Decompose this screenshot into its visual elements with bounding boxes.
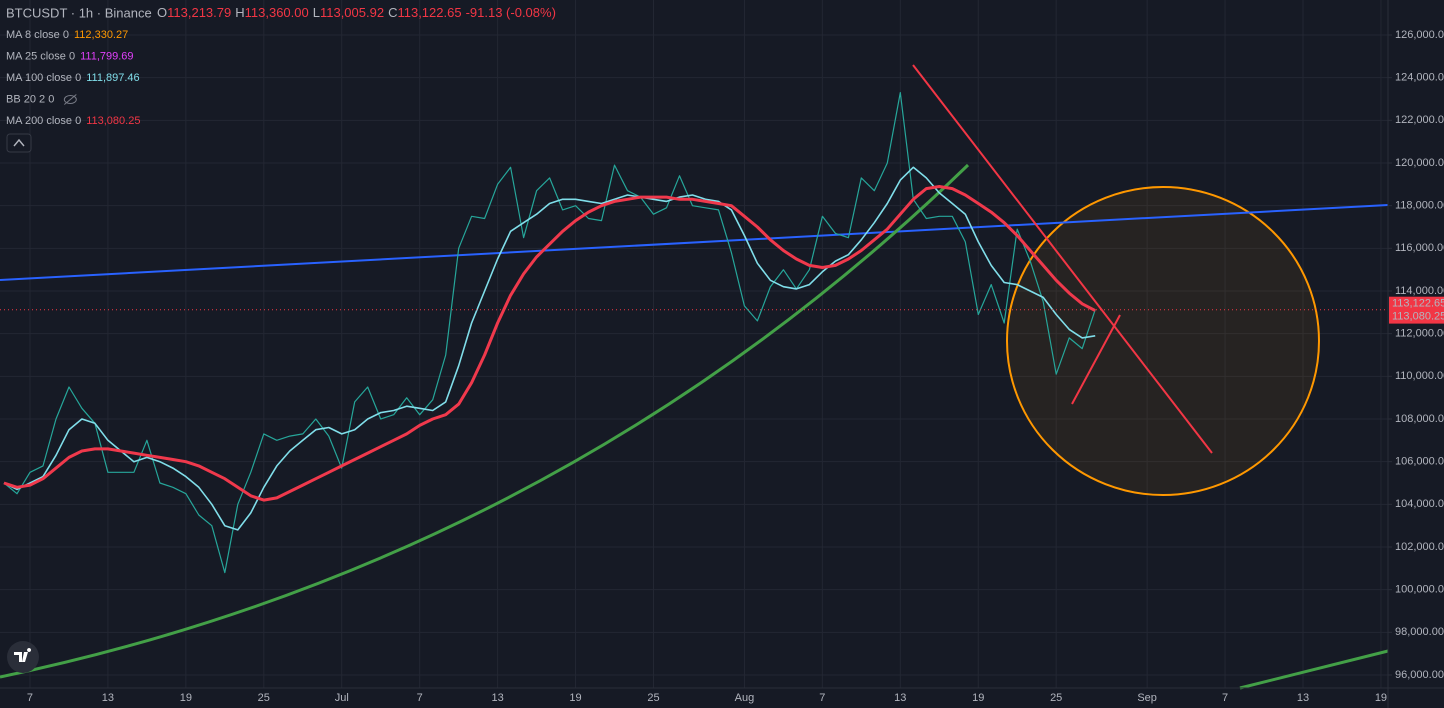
x-tick-label: 7 xyxy=(1222,692,1228,704)
curve-drawing xyxy=(0,163,970,679)
y-tick-label: 114,000.00 xyxy=(1395,285,1444,297)
change: -91.13 (-0.08%) xyxy=(466,5,556,20)
y-tick-label: 116,000.00 xyxy=(1395,242,1444,254)
chevron-icon xyxy=(13,138,25,147)
x-tick-label: 13 xyxy=(491,692,503,704)
y-tick-label: 126,000.00 xyxy=(1395,29,1444,41)
legend-entry: BB 20 2 0 xyxy=(6,93,54,105)
symbol: BTCUSDT · 1h · Binance xyxy=(6,5,152,20)
y-tick-label: 102,000.00 xyxy=(1395,541,1444,553)
axes: 96,000.00 98,000.00 100,000.00 102,000.00 10… xyxy=(27,29,1444,704)
x-tick-label: 13 xyxy=(1297,692,1309,704)
y-tick-label: 124,000.00 xyxy=(1395,72,1444,84)
y-tick-label: 108,000.00 xyxy=(1395,413,1444,425)
price-label: 113,122.65 xyxy=(1392,298,1444,310)
y-tick-label: 96,000.00 xyxy=(1395,669,1444,681)
ohlc-value: 113,122.65 xyxy=(397,5,461,20)
plot xyxy=(0,92,1388,574)
y-tick-label: 122,000.00 xyxy=(1395,114,1444,126)
ohlc-key: C xyxy=(388,5,397,20)
x-tick-label: 7 xyxy=(819,692,825,704)
x-tick-label: 19 xyxy=(972,692,984,704)
ohlc-value: 113,360.00 xyxy=(245,5,309,20)
y-tick-label: 120,000.00 xyxy=(1395,157,1444,169)
x-tick-label: 25 xyxy=(1050,692,1062,704)
circle-drawing xyxy=(1006,186,1320,496)
button-frame[interactable] xyxy=(6,133,32,153)
x-tick-label: 19 xyxy=(180,692,192,704)
ohlc-key: H xyxy=(235,5,244,20)
logo-mark xyxy=(14,648,32,662)
trend-line xyxy=(0,204,1389,281)
hidden-icon xyxy=(63,95,77,104)
legend-entry: MA 100 close 0 111,897.46 xyxy=(6,72,140,84)
y-tick-label: 112,000.00 xyxy=(1395,328,1444,340)
logo xyxy=(7,641,39,673)
x-tick-label: 25 xyxy=(258,692,270,704)
legend-entry: MA 200 close 0 113,080.25 xyxy=(6,115,140,127)
y-tick-label: 104,000.00 xyxy=(1395,498,1444,510)
trend-line xyxy=(912,64,1213,454)
x-tick-label: 13 xyxy=(102,692,114,704)
x-tick-label: 19 xyxy=(1375,692,1387,704)
legend-entry: MA 25 close 0 111,799.69 xyxy=(6,50,134,62)
price-label: 113,080.25 xyxy=(1392,311,1444,323)
price-label-bg xyxy=(1389,296,1444,311)
series-line xyxy=(3,185,1096,502)
x-tick-label: 19 xyxy=(569,692,581,704)
trend-line xyxy=(1071,314,1121,405)
price-axis xyxy=(1388,0,1444,708)
x-tick-label: Jul xyxy=(335,692,349,704)
legend-label: MA 200 close 0 xyxy=(6,115,81,127)
legend-label: MA 25 close 0 xyxy=(6,50,75,62)
x-tick-label: 25 xyxy=(647,692,659,704)
ohlc-key: O xyxy=(157,5,167,20)
x-tick-label: Sep xyxy=(1137,692,1157,704)
header: BTCUSDT · 1h · Binance O113,213.79 H113,3… xyxy=(6,5,556,20)
hidden-icon xyxy=(64,94,77,105)
collapse-button[interactable] xyxy=(6,133,32,153)
legend-value: 112,330.27 xyxy=(74,29,128,41)
legend-label: BB 20 2 0 xyxy=(6,93,54,105)
legend-entry: MA 8 close 0 112,330.27 xyxy=(6,29,128,41)
grid xyxy=(0,0,1388,688)
y-tick-label: 106,000.00 xyxy=(1395,456,1444,468)
curve-drawing xyxy=(1239,649,1389,690)
series-line xyxy=(3,166,1096,531)
legend-label: MA 100 close 0 xyxy=(6,72,81,84)
legend-value: 113,080.25 xyxy=(86,115,140,127)
legend-value: 111,799.69 xyxy=(80,50,133,62)
legend-label: MA 8 close 0 xyxy=(6,29,69,41)
x-tick-label: 13 xyxy=(894,692,906,704)
y-tick-label: 118,000.00 xyxy=(1395,200,1444,212)
x-tick-label: 7 xyxy=(27,692,33,704)
ohlc-key: L xyxy=(313,5,320,20)
y-tick-label: 100,000.00 xyxy=(1395,584,1444,596)
ohlc-value: 113,005.92 xyxy=(320,5,384,20)
price-label-bg xyxy=(1389,309,1444,324)
legend: MA 8 close 0 112,330.27 MA 25 close 0 111,7… xyxy=(6,29,140,127)
y-tick-label: 98,000.00 xyxy=(1395,626,1444,638)
x-tick-label: 7 xyxy=(417,692,423,704)
legend-value: 111,897.46 xyxy=(86,72,139,84)
x-tick-label: Aug xyxy=(735,692,755,704)
ohlc: O113,213.79 H113,360.00 L113,005.92 C113,12… xyxy=(157,5,556,20)
ohlc-value: 113,213.79 xyxy=(167,5,231,20)
y-tick-label: 110,000.00 xyxy=(1395,370,1444,382)
